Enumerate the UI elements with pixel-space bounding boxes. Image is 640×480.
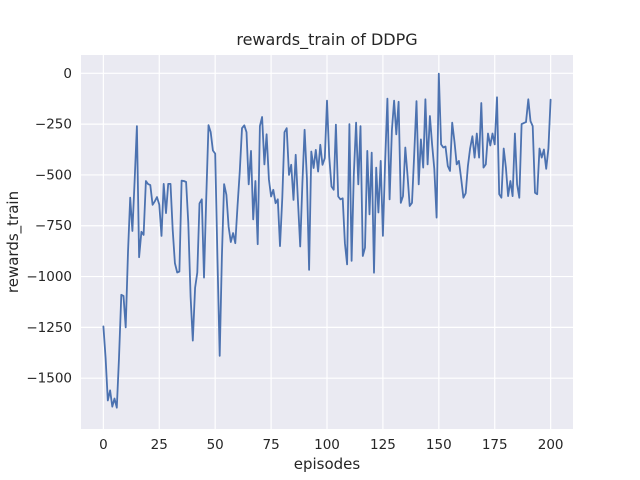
x-tick-label: 100 (314, 437, 340, 453)
x-tick-label: 50 (207, 437, 224, 453)
y-tick-label: 0 (63, 66, 72, 82)
x-tick-label: 75 (262, 437, 279, 453)
x-tick-labels: 0 25 50 75 100 125 150 175 200 (99, 437, 563, 453)
y-tick-label: −1000 (26, 269, 72, 285)
y-tick-label: −500 (35, 167, 72, 183)
y-axis-label: rewards_train (4, 191, 23, 293)
rewards-line (102, 72, 552, 409)
x-tick-label: 150 (426, 437, 452, 453)
x-tick-label: 0 (99, 437, 108, 453)
chart-title: rewards_train of DDPG (236, 30, 417, 50)
y-tick-label: −1250 (26, 320, 72, 336)
x-tick-label: 125 (370, 437, 396, 453)
x-tick-label: 25 (151, 437, 168, 453)
y-tick-label: −250 (35, 117, 72, 133)
y-tick-label: −1500 (26, 371, 72, 387)
x-tick-label: 175 (482, 437, 508, 453)
y-tick-labels: 0 −250 −500 −750 −1000 −1250 −1500 (26, 66, 72, 387)
x-axis-label: episodes (294, 455, 361, 473)
y-tick-label: −750 (35, 218, 72, 234)
x-tick-label: 200 (538, 437, 564, 453)
